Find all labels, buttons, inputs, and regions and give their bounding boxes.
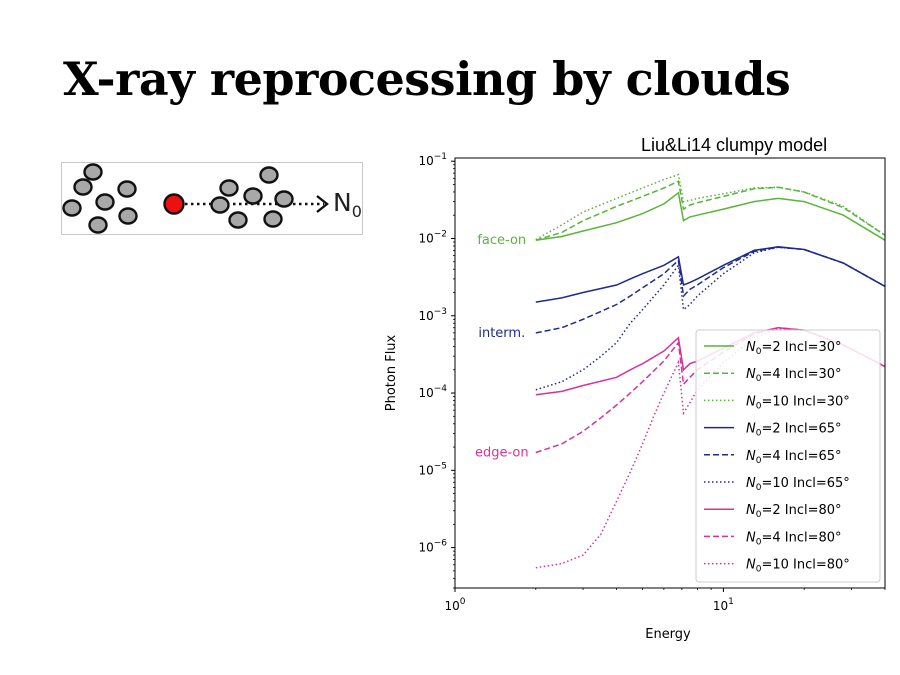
legend-label-7: N0=2 Incl=80° (746, 503, 842, 520)
legend-label-6: N0=10 Incl=65° (746, 476, 850, 493)
spectrum-chart: 10−1 10−2 10−3 10−4 10−5 10−6 100 101 face-on i… (384, 152, 886, 642)
curve-annotations: face-on interm. edge-on (475, 233, 529, 460)
legend-label-5: N0=4 Incl=65° (746, 449, 842, 466)
series-line-5 (535, 246, 886, 334)
curves-layer (535, 173, 886, 569)
y-tick-label-1: 10−1 (418, 152, 447, 168)
y-tick-label-6: 10−6 (418, 539, 447, 555)
cloud (274, 190, 294, 208)
annotation-3: edge-on (475, 446, 529, 461)
series-line-4 (535, 246, 886, 303)
slide-title: X-ray reprocessing by clouds (63, 52, 791, 106)
annotation-1: face-on (477, 233, 526, 248)
clouds-illustration: N0 (62, 163, 362, 234)
x-axis-label: Energy (645, 627, 691, 642)
series-line-6 (535, 246, 886, 391)
arrowhead (316, 195, 329, 213)
cloud (88, 216, 108, 234)
x-tick-label-2: 101 (713, 597, 734, 613)
cloud (117, 180, 137, 198)
right-cloud-cluster (210, 166, 294, 229)
y-tick-label-5: 10−5 (418, 461, 447, 477)
chart-title: Liu&Li14 clumpy model (641, 135, 828, 155)
cloud (219, 179, 239, 197)
x-axis-ticks: 100 101 (444, 588, 886, 613)
diagram-label: N0 (333, 188, 362, 221)
legend-label-4: N0=2 Incl=65° (746, 422, 842, 439)
legend-label-8: N0=4 Incl=80° (746, 530, 842, 547)
cloud (95, 193, 115, 211)
y-axis-ticks: 10−1 10−2 10−3 10−4 10−5 10−6 (418, 152, 455, 589)
cloud (228, 211, 248, 229)
y-tick-label-3: 10−3 (418, 307, 447, 323)
legend: N0=2 Incl=30° N0=4 Incl=30° N0=10 Incl=30°… (695, 329, 881, 583)
y-tick-label-2: 10−2 (418, 229, 447, 245)
cloud (83, 163, 103, 181)
left-cloud-cluster (62, 163, 138, 234)
y-axis-label: Photon Flux (384, 334, 399, 411)
x-tick-label-1: 100 (444, 597, 465, 613)
legend-label-1: N0=2 Incl=30° (746, 340, 842, 357)
y-tick-label-4: 10−4 (418, 384, 447, 400)
cloud-diagram: N0 (61, 162, 363, 235)
plot-frame (454, 157, 886, 589)
cloud (62, 199, 82, 217)
legend-label-9: N0=10 Incl=80° (746, 558, 850, 575)
xray-source (163, 193, 185, 215)
cloud (263, 210, 283, 228)
cloud (118, 207, 138, 225)
legend-label-3: N0=10 Incl=30° (746, 394, 850, 411)
series-line-8 (535, 326, 886, 454)
legend-label-2: N0=4 Incl=30° (746, 367, 842, 384)
cloud (73, 178, 93, 196)
cloud (210, 196, 230, 214)
cloud (243, 187, 263, 205)
cloud (259, 166, 279, 184)
legend-box (695, 329, 881, 583)
series-line-3 (535, 173, 886, 241)
series-line-1 (535, 191, 886, 241)
annotation-2: interm. (478, 326, 525, 341)
